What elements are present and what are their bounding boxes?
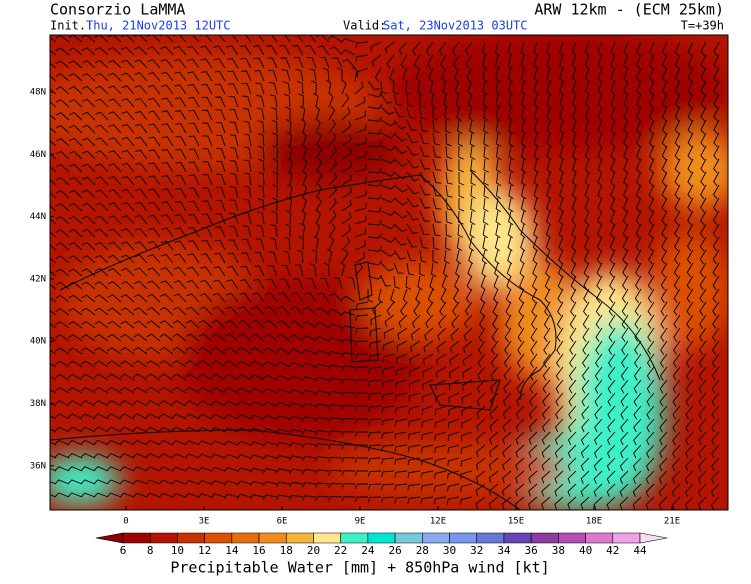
colorbar-tick-label: 22 [334,544,347,557]
lon-label: 6E [277,517,288,527]
lat-label: 42N [30,274,46,284]
lat-labels: 48N 46N 44N 42N 40N 38N 36N [30,88,54,471]
colorbar-segment [476,532,505,544]
lon-label: 9E [355,517,366,527]
colorbar-segment [95,532,124,544]
map-field [50,35,728,510]
colorbar-tick-label: 42 [606,544,619,557]
colorbar-tick-label: 30 [443,544,456,557]
colorbar-segment [394,532,423,544]
lat-label: 38N [30,399,46,409]
lead-time: T=+39h [681,19,724,33]
colorbar-tick-label: 24 [361,544,375,557]
colorbar-tick-label: 40 [579,544,592,557]
colorbar-tick-label: 32 [470,544,483,557]
lat-label: 40N [30,337,46,347]
colorbar-segment [503,532,532,544]
colorbar-segment [449,532,478,544]
colorbar-tick-label: 28 [416,544,429,557]
lon-label: 12E [430,517,446,527]
colorbar-segment [340,532,369,544]
lon-label: 3E [199,517,210,527]
colorbar: 6 8 10 12 14 16 18 20 22 24 26 28 30 32 34 36 38 40 42 44 [95,532,668,557]
colorbar-segment [122,532,151,544]
colorbar-tick-label: 38 [552,544,565,557]
colorbar-tick-label: 16 [252,544,265,557]
colorbar-caption: Precipitable Water [mm] + 850hPa wind [k… [170,559,549,577]
lat-label: 48N [30,88,46,98]
colorbar-segment [204,532,233,544]
lat-label: 44N [30,212,46,222]
colorbar-tick-label: 6 [120,544,127,557]
lon-labels: 0 3E 6E 9E 12E 15E 18E 21E [123,506,680,527]
colorbar-segment [530,532,559,544]
valid-value: Sat, 23Nov2013 03UTC [383,19,528,33]
lat-label: 46N [30,150,46,160]
colorbar-tick-label: 20 [307,544,320,557]
init-value: Thu, 21Nov2013 12UTC [86,19,231,33]
lon-label: 0 [123,517,128,527]
valid-label: Valid: [343,19,386,33]
init-label: Init.: [50,19,93,33]
model-provider: Consorzio LaMMA [50,1,185,19]
colorbar-segment [612,532,641,544]
colorbar-tick-label: 44 [633,544,647,557]
colorbar-tick-label: 12 [198,544,211,557]
lon-label: 15E [508,517,524,527]
map-frame [49,34,729,511]
lon-label: 21E [664,517,680,527]
colorbar-segment [177,532,205,544]
colorbar-tick-label: 36 [525,544,538,557]
colorbar-segment [585,532,614,544]
colorbar-segment [558,532,586,544]
colorbar-segment [422,532,450,544]
coastlines [50,169,661,510]
colorbar-segment [367,532,396,544]
colorbar-segment [231,532,260,544]
colorbar-segment [258,532,287,544]
colorbar-tick-label: 34 [497,544,511,557]
colorbar-tick-label: 8 [147,544,154,557]
lon-label: 18E [586,517,602,527]
colorbar-tick-label: 18 [280,544,293,557]
colorbar-segment [285,532,314,544]
model-name: ARW 12km - (ECM 25km) [534,1,724,19]
lat-label: 36N [30,461,46,471]
colorbar-segment [313,532,341,544]
colorbar-segment [149,532,178,544]
colorbar-tick-label: 10 [171,544,184,557]
colorbar-tick-label: 26 [388,544,401,557]
colorbar-segment [639,532,668,544]
colorbar-tick-label: 14 [225,544,239,557]
